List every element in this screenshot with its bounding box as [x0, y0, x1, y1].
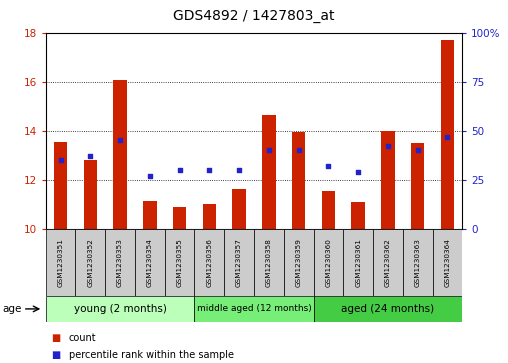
Bar	[411, 143, 424, 229]
Point	[56, 157, 65, 163]
Bar	[313, 229, 343, 296]
Text: ■: ■	[51, 333, 60, 343]
Bar	[54, 142, 67, 229]
Bar	[84, 160, 97, 229]
Point	[324, 163, 332, 169]
Point	[265, 147, 273, 153]
Text: count: count	[69, 333, 96, 343]
Text: GSM1230356: GSM1230356	[206, 238, 212, 287]
Text: GSM1230357: GSM1230357	[236, 238, 242, 287]
Text: GSM1230353: GSM1230353	[117, 238, 123, 287]
Point	[414, 147, 422, 153]
Bar	[292, 132, 305, 229]
Bar	[262, 115, 275, 229]
Text: GSM1230354: GSM1230354	[147, 238, 153, 287]
Bar	[313, 296, 462, 322]
Point	[354, 169, 362, 175]
Point	[86, 153, 94, 159]
Text: GSM1230358: GSM1230358	[266, 238, 272, 287]
Point	[146, 173, 154, 179]
Text: GDS4892 / 1427803_at: GDS4892 / 1427803_at	[173, 9, 335, 23]
Bar	[352, 202, 365, 229]
Point	[443, 134, 452, 139]
Text: GSM1230364: GSM1230364	[444, 238, 451, 287]
Bar	[441, 40, 454, 229]
Bar	[165, 229, 195, 296]
Text: young (2 months): young (2 months)	[74, 304, 167, 314]
Text: GSM1230361: GSM1230361	[355, 238, 361, 287]
Text: percentile rank within the sample: percentile rank within the sample	[69, 350, 234, 360]
Bar	[254, 229, 284, 296]
Point	[205, 167, 213, 173]
Bar	[233, 189, 246, 229]
Text: GSM1230363: GSM1230363	[415, 238, 421, 287]
Text: age: age	[3, 304, 22, 314]
Text: ■: ■	[51, 350, 60, 360]
Text: GSM1230352: GSM1230352	[87, 238, 93, 287]
Bar	[381, 131, 395, 229]
Bar	[113, 81, 127, 229]
Bar	[203, 204, 216, 229]
Bar	[195, 296, 313, 322]
Bar	[284, 229, 313, 296]
Bar	[322, 191, 335, 229]
Text: GSM1230362: GSM1230362	[385, 238, 391, 287]
Bar	[76, 229, 105, 296]
Bar	[403, 229, 432, 296]
Text: GSM1230355: GSM1230355	[177, 238, 182, 287]
Bar	[195, 229, 224, 296]
Point	[116, 138, 124, 143]
Bar	[135, 229, 165, 296]
Point	[176, 167, 184, 173]
Bar	[46, 229, 76, 296]
Text: middle aged (12 months): middle aged (12 months)	[197, 305, 311, 313]
Point	[384, 143, 392, 149]
Bar	[343, 229, 373, 296]
Bar	[105, 229, 135, 296]
Bar	[143, 200, 156, 229]
Point	[295, 147, 303, 153]
Bar	[432, 229, 462, 296]
Bar	[224, 229, 254, 296]
Point	[235, 167, 243, 173]
Text: aged (24 months): aged (24 months)	[341, 304, 434, 314]
Bar	[373, 229, 403, 296]
Text: GSM1230359: GSM1230359	[296, 238, 302, 287]
Text: GSM1230351: GSM1230351	[57, 238, 64, 287]
Text: GSM1230360: GSM1230360	[326, 238, 331, 287]
Bar	[173, 207, 186, 229]
Bar	[46, 296, 195, 322]
